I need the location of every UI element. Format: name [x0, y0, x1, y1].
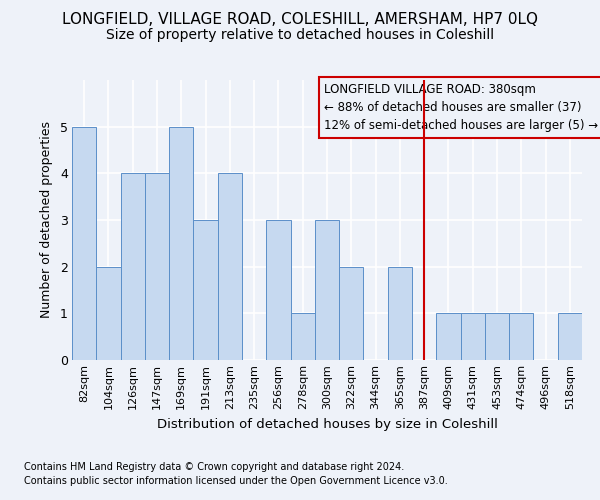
- Bar: [169, 126, 193, 360]
- Text: LONGFIELD, VILLAGE ROAD, COLESHILL, AMERSHAM, HP7 0LQ: LONGFIELD, VILLAGE ROAD, COLESHILL, AMER…: [62, 12, 538, 28]
- Y-axis label: Number of detached properties: Number of detached properties: [40, 122, 53, 318]
- Bar: [72, 126, 96, 360]
- Bar: [315, 220, 339, 360]
- Bar: [145, 174, 169, 360]
- Bar: [339, 266, 364, 360]
- Text: Size of property relative to detached houses in Coleshill: Size of property relative to detached ho…: [106, 28, 494, 42]
- Bar: [193, 220, 218, 360]
- Bar: [96, 266, 121, 360]
- Bar: [485, 314, 509, 360]
- Bar: [266, 220, 290, 360]
- Bar: [558, 314, 582, 360]
- Bar: [436, 314, 461, 360]
- Text: LONGFIELD VILLAGE ROAD: 380sqm
← 88% of detached houses are smaller (37)
12% of : LONGFIELD VILLAGE ROAD: 380sqm ← 88% of …: [325, 83, 599, 132]
- Bar: [461, 314, 485, 360]
- Bar: [218, 174, 242, 360]
- Bar: [121, 174, 145, 360]
- Bar: [290, 314, 315, 360]
- X-axis label: Distribution of detached houses by size in Coleshill: Distribution of detached houses by size …: [157, 418, 497, 430]
- Text: Contains HM Land Registry data © Crown copyright and database right 2024.: Contains HM Land Registry data © Crown c…: [24, 462, 404, 472]
- Text: Contains public sector information licensed under the Open Government Licence v3: Contains public sector information licen…: [24, 476, 448, 486]
- Bar: [388, 266, 412, 360]
- Bar: [509, 314, 533, 360]
